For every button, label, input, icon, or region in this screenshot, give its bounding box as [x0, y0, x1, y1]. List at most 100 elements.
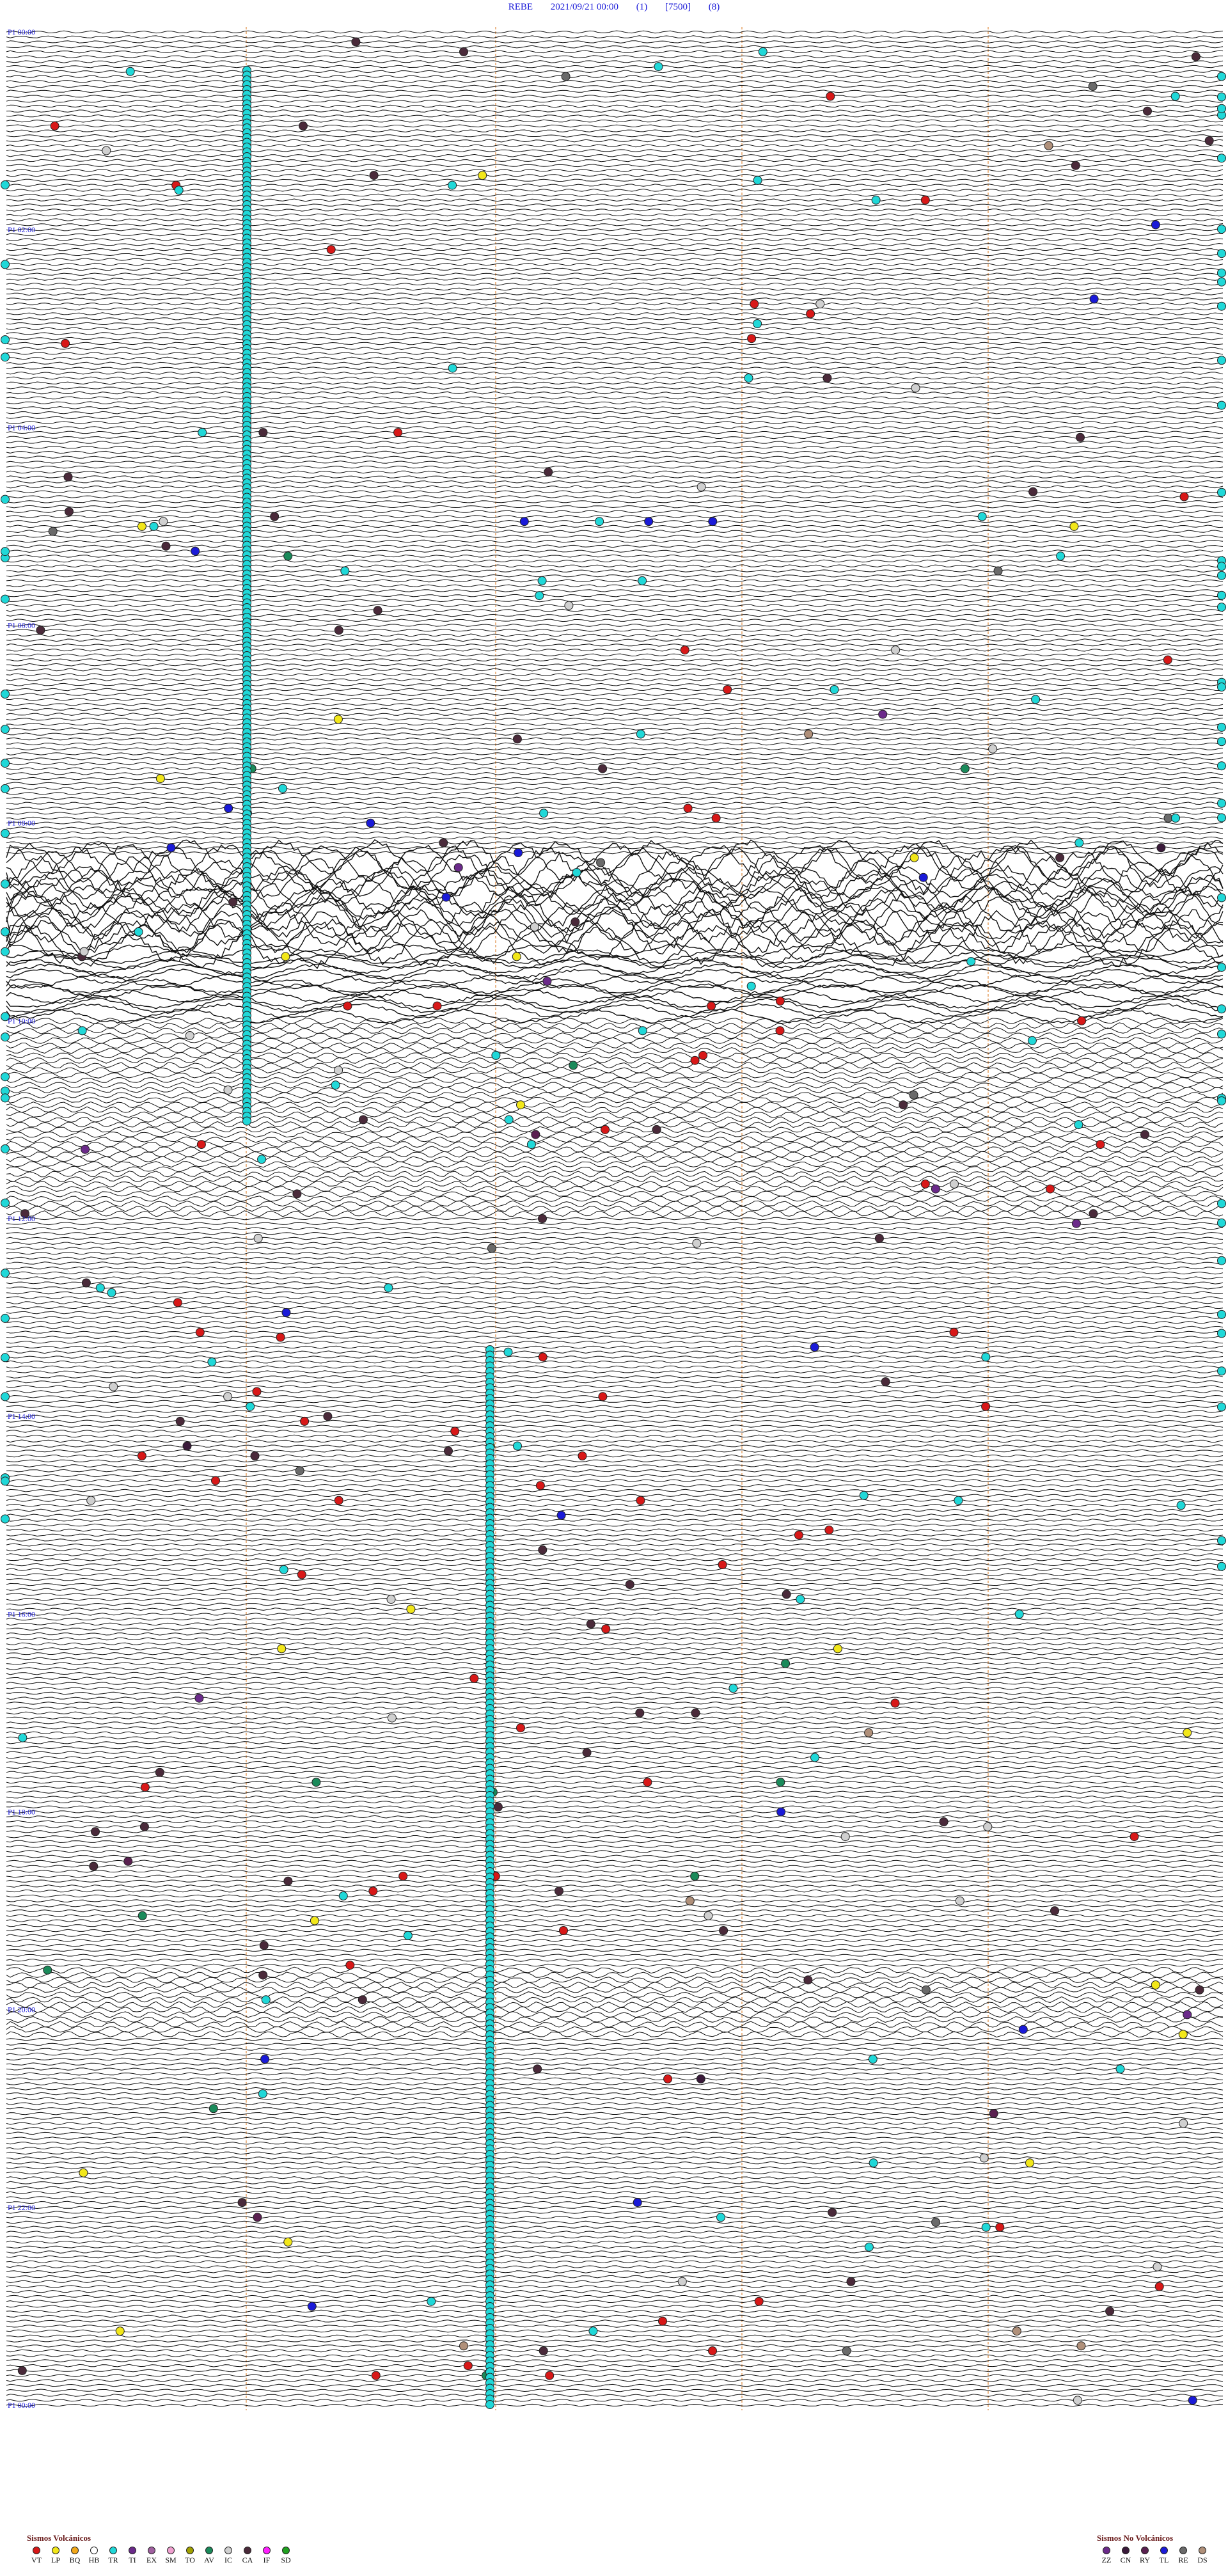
event-tr-marker: [1, 1313, 10, 1323]
legend-volcanic-hb: HB: [84, 2547, 104, 2565]
legend-code-label: LP: [51, 2556, 60, 2564]
event-vt-marker: [920, 1179, 930, 1189]
seismic-trace: [6, 2359, 1224, 2362]
event-ca-marker: [17, 2366, 27, 2375]
seismic-trace: [6, 262, 1224, 266]
event-ic-marker: [677, 2277, 687, 2286]
seismic-trace: [6, 525, 1224, 528]
event-ti-marker: [194, 1693, 204, 1703]
seismic-trace: [6, 1459, 1224, 1463]
event-ic-marker: [253, 1233, 263, 1243]
seismic-trace: [6, 1627, 1224, 1631]
seismic-trace: [6, 1647, 1224, 1650]
event-ca-marker: [258, 428, 268, 438]
seismic-trace: [6, 519, 1224, 523]
legend-code-label: RY: [1139, 2556, 1150, 2564]
seismic-trace: [6, 1894, 1224, 1898]
seismic-trace: [6, 381, 1224, 385]
legend-code-label: IC: [224, 2556, 232, 2564]
event-tr-marker: [1, 1144, 10, 1153]
event-ca-marker: [571, 917, 580, 927]
seismic-trace: [6, 846, 1224, 849]
event-re-marker: [921, 1985, 931, 1995]
seismic-trace: [6, 2057, 1224, 2061]
seismic-trace: [6, 2285, 1224, 2288]
seismic-trace: [6, 722, 1224, 726]
seismic-trace: [6, 396, 1224, 400]
seismic-trace: [6, 732, 1224, 736]
seismic-trace: [6, 2211, 1224, 2214]
event-vt-marker: [326, 245, 336, 255]
seismic-trace: [6, 198, 1224, 202]
seismic-trace: [6, 2369, 1224, 2373]
event-tr-marker: [869, 2158, 878, 2168]
event-ti-marker: [1071, 1219, 1081, 1228]
seismic-trace: [6, 1909, 1224, 1913]
seismic-trace: [6, 367, 1224, 370]
seismic-trace: [6, 2112, 1223, 2115]
seismic-trace: [6, 589, 1224, 592]
event-re-marker: [1088, 82, 1098, 91]
seismic-trace: [6, 2121, 1224, 2125]
seismic-trace: [6, 1375, 1224, 1379]
event-ic-marker: [983, 1822, 993, 1831]
seismic-trace: [6, 2270, 1224, 2273]
event-tr-marker: [279, 1565, 288, 1574]
seismic-trace: [6, 455, 1224, 459]
seismic-trace: [6, 1395, 1224, 1398]
event-ca-marker: [89, 1861, 98, 1871]
seismic-trace: [6, 2280, 1224, 2284]
seismic-trace: [6, 1845, 1224, 1848]
seismic-trace: [6, 1929, 1224, 1932]
seismic-trace: [6, 2201, 1224, 2204]
event-tr-marker: [1, 352, 10, 362]
seismic-trace: [6, 1716, 1224, 1720]
seismic-trace: [6, 1795, 1224, 1799]
seismic-trace: [6, 391, 1224, 395]
seismic-trace: [6, 242, 1224, 246]
seismic-trace: [6, 441, 1224, 444]
seismic-trace: [6, 1632, 1224, 1636]
seismic-trace: [6, 168, 1224, 172]
event-vt-marker: [535, 1481, 545, 1490]
event-re-marker: [48, 526, 58, 536]
seismic-trace: [6, 1977, 1224, 1984]
seismic-trace: [6, 282, 1224, 286]
event-ca-marker: [1028, 487, 1038, 496]
seismic-trace: [6, 767, 1223, 771]
seismic-trace: [6, 1696, 1224, 1700]
seismic-trace: [6, 1350, 1224, 1354]
event-tr-marker: [1217, 1366, 1226, 1376]
seismic-trace: [6, 1126, 1224, 1134]
legend-volcanic-items: VT LP BQ HB TR TI EX SM TO AV IC CA IF SD: [27, 2547, 295, 2565]
seismic-trace: [6, 233, 1224, 237]
seismic-trace: [6, 906, 1224, 947]
event-ic-marker: [564, 601, 574, 610]
zz-marker-icon: [1103, 2547, 1110, 2554]
event-ca-marker: [175, 1416, 185, 1426]
seismic-trace: [6, 2295, 1224, 2298]
seismic-trace: [6, 747, 1224, 751]
seismic-trace: [6, 782, 1224, 786]
header-datetime: 2021/09/21 00:00: [550, 2, 619, 12]
event-av-marker: [209, 2104, 218, 2114]
event-ca-marker: [555, 1886, 563, 1896]
ic-marker-icon: [224, 2547, 232, 2554]
seismic-trace: [6, 144, 1224, 148]
event-tr-marker: [810, 1753, 819, 1762]
event-vt-marker: [300, 1416, 310, 1426]
seismic-trace: [6, 2260, 1224, 2264]
seismic-trace: [6, 149, 1223, 152]
event-tr-marker: [1, 335, 10, 345]
seismic-trace: [6, 1200, 1224, 1207]
event-ds-marker: [1076, 2341, 1086, 2351]
seismic-trace: [6, 159, 1224, 162]
event-tr-marker: [1074, 1120, 1083, 1130]
event-tr-marker: [1, 1032, 10, 1042]
seismic-trace: [6, 164, 1224, 168]
seismic-trace: [6, 2151, 1224, 2155]
seismic-trace: [6, 1106, 1224, 1114]
seismic-trace: [6, 1934, 1224, 1938]
event-vt-marker: [824, 1525, 834, 1535]
seismic-trace: [6, 1657, 1224, 1661]
